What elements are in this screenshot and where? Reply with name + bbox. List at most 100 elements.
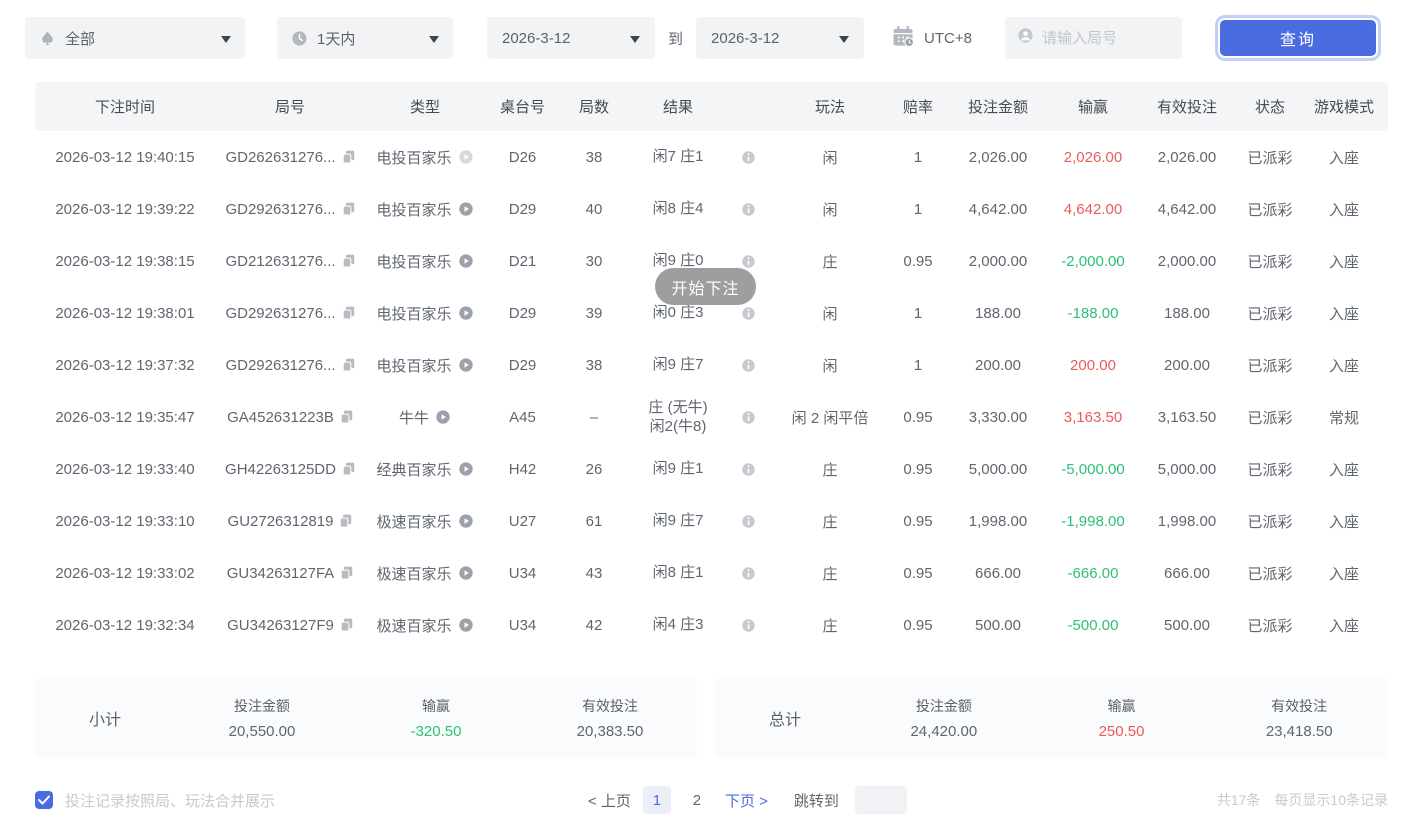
- column-header: 游戏模式: [1313, 99, 1374, 116]
- round-id-cell: GU34263127F9: [215, 599, 365, 651]
- round-id-cell: GD292631276...: [215, 183, 365, 235]
- round-id-cell: GA452631223B: [215, 391, 365, 443]
- info-icon[interactable]: [728, 339, 768, 391]
- info-icon[interactable]: [728, 547, 768, 599]
- copy-icon[interactable]: [340, 410, 353, 424]
- play-icon[interactable]: [458, 617, 474, 633]
- valid-bet-cell: 2,026.00: [1157, 148, 1217, 166]
- copy-icon[interactable]: [342, 202, 355, 216]
- status-cell: 已派彩: [1247, 513, 1293, 531]
- result-cell: 闲4 庄3: [652, 616, 704, 634]
- info-icon[interactable]: [728, 599, 768, 651]
- copy-icon[interactable]: [339, 514, 352, 528]
- info-icon[interactable]: [728, 443, 768, 495]
- copy-icon[interactable]: [340, 566, 353, 580]
- game-type-cell: 经典百家乐: [365, 443, 485, 495]
- copy-icon[interactable]: [342, 462, 355, 476]
- play-type-cell: 闲: [822, 305, 838, 323]
- copy-icon[interactable]: [342, 254, 355, 268]
- info-icon[interactable]: [728, 287, 768, 339]
- bet-time-cell: 2026-03-12 19:38:15: [55, 252, 195, 270]
- info-icon[interactable]: [728, 495, 768, 547]
- play-type-cell: 庄: [822, 565, 838, 583]
- total-count-label: 共17条: [1216, 792, 1261, 808]
- copy-icon[interactable]: [340, 618, 353, 632]
- timezone-value: UTC+8: [924, 29, 972, 47]
- footer: 投注记录按照局、玩法合并展示 < 上页 1 2 下页 > 跳转到 共17条 每页…: [35, 784, 1388, 816]
- play-icon[interactable]: [458, 305, 474, 321]
- time-range-value: 1天内: [317, 30, 356, 48]
- search-button[interactable]: 查询: [1218, 18, 1378, 58]
- play-type-cell: 庄: [822, 253, 838, 271]
- page-button-2[interactable]: 2: [692, 791, 702, 809]
- play-icon[interactable]: [458, 357, 474, 373]
- round-id-cell: GD212631276...: [215, 235, 365, 287]
- status-cell: 已派彩: [1247, 253, 1293, 271]
- status-cell: 已派彩: [1247, 617, 1293, 635]
- date-from-select[interactable]: 2026-3-12: [487, 17, 655, 59]
- result-cell: 闲9 庄1: [652, 460, 704, 478]
- winloss-cell: -500.00: [1067, 616, 1119, 634]
- round-count-cell: 40: [585, 200, 603, 218]
- play-icon[interactable]: [458, 513, 474, 529]
- chevron-down-icon: [429, 30, 439, 47]
- date-to-select[interactable]: 2026-3-12: [696, 17, 865, 59]
- result-cell: 闲0 庄3: [652, 304, 704, 322]
- column-header: 输赢: [1077, 99, 1108, 116]
- column-header: 状态: [1254, 99, 1285, 116]
- bet-amount-cell: 200.00: [975, 356, 1021, 374]
- jump-to-label: 跳转到: [793, 792, 839, 810]
- play-icon[interactable]: [458, 253, 474, 269]
- total-title: 总计: [768, 712, 801, 729]
- next-page-button[interactable]: 下页 >: [724, 792, 768, 810]
- odds-cell: 0.95: [903, 616, 933, 634]
- records-table: 下注时间 局号 类型 桌台号 局数 结果 玩法 赔率 投注金额 输赢 有效投注 状态 游戏模式 2026…: [35, 82, 1388, 651]
- page-button-1[interactable]: 1: [642, 786, 671, 814]
- valid-bet-cell: 1,998.00: [1157, 512, 1217, 530]
- merge-checkbox[interactable]: [35, 791, 53, 809]
- jump-to-input[interactable]: [854, 786, 907, 814]
- table-id-cell: H42: [508, 460, 537, 478]
- round-search-box[interactable]: [1004, 17, 1182, 59]
- game-type-select[interactable]: 全部: [25, 17, 245, 59]
- game-type-cell: 极速百家乐: [365, 547, 485, 599]
- copy-icon[interactable]: [342, 150, 355, 164]
- result-cell: 闲8 庄1: [652, 564, 704, 582]
- info-icon[interactable]: [728, 235, 768, 287]
- game-type-cell: 电投百家乐: [365, 131, 485, 183]
- odds-cell: 0.95: [903, 512, 933, 530]
- bet-time-cell: 2026-03-12 19:33:40: [55, 460, 195, 478]
- winloss-cell: -188.00: [1067, 304, 1119, 322]
- round-count-cell: 42: [585, 616, 603, 634]
- play-icon[interactable]: [458, 565, 474, 581]
- info-icon[interactable]: [728, 131, 768, 183]
- play-icon[interactable]: [458, 149, 474, 165]
- bet-amount-cell: 3,330.00: [968, 408, 1028, 426]
- column-header: 结果: [662, 99, 693, 116]
- game-mode-cell: 常规: [1328, 409, 1359, 427]
- play-type-cell: 庄: [822, 513, 838, 531]
- valid-bet-cell: 3,163.50: [1157, 408, 1217, 426]
- info-icon[interactable]: [728, 391, 768, 443]
- game-mode-cell: 入座: [1328, 305, 1359, 323]
- subtotal-title: 小计: [88, 712, 121, 729]
- betting-open-toast: 开始下注: [655, 268, 756, 305]
- info-icon[interactable]: [728, 183, 768, 235]
- play-icon[interactable]: [458, 201, 474, 217]
- total-valid-bet: 有效投注 23,418.50: [1265, 698, 1333, 740]
- round-search-input[interactable]: [1041, 29, 1162, 47]
- valid-bet-cell: 2,000.00: [1157, 252, 1217, 270]
- prev-page-button[interactable]: < 上页: [588, 792, 631, 810]
- odds-cell: 0.95: [903, 408, 933, 426]
- play-type-cell: 闲: [822, 357, 838, 375]
- play-icon[interactable]: [458, 461, 474, 477]
- time-range-select[interactable]: 1天内: [277, 17, 453, 59]
- table-id-cell: D26: [508, 148, 537, 166]
- column-header: 类型: [409, 99, 440, 116]
- copy-icon[interactable]: [342, 306, 355, 320]
- copy-icon[interactable]: [342, 358, 355, 372]
- game-mode-cell: 入座: [1328, 149, 1359, 167]
- play-type-cell: 闲: [822, 149, 838, 167]
- bet-time-cell: 2026-03-12 19:32:34: [55, 616, 195, 634]
- play-icon[interactable]: [435, 409, 451, 425]
